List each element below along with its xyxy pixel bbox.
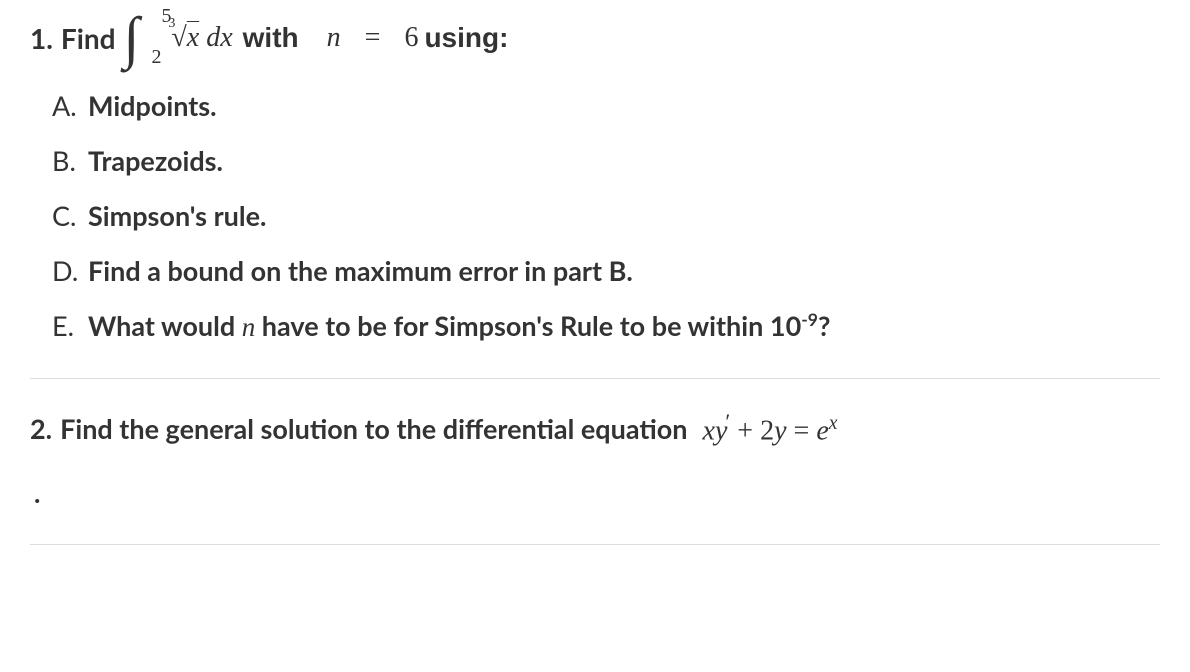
subitem-letter: B. xyxy=(52,144,80,177)
problem-2: 2. Find the general solution to the diff… xyxy=(30,409,1160,447)
divider xyxy=(30,378,1160,379)
subitem-e-prefix: What would xyxy=(88,309,242,342)
eq-y2: y xyxy=(774,416,786,447)
subitem-e-mid: have to be for Simpson's Rule to be with… xyxy=(255,309,801,342)
using-text: using: xyxy=(424,22,508,54)
subitem-e-n: n xyxy=(242,312,256,342)
subitem-letter: D. xyxy=(52,254,80,287)
subitem-text: Midpoints. xyxy=(88,89,217,122)
radicand: x xyxy=(187,22,199,53)
subitem-b: B. Trapezoids. xyxy=(52,144,1160,177)
subitem-a: A. Midpoints. xyxy=(52,89,1160,122)
subitem-letter: A. xyxy=(52,89,80,122)
subitem-text: Trapezoids. xyxy=(88,144,223,177)
eq-exp: x xyxy=(829,413,838,434)
eq-equals: = xyxy=(787,416,817,447)
n-value: 6 xyxy=(404,22,418,54)
problem-2-number: 2. xyxy=(30,412,52,445)
subitem-letter: E. xyxy=(52,309,80,342)
integral-symbol: ∫ xyxy=(124,15,140,61)
cube-root: 3 √x xyxy=(171,22,199,54)
divider-2 xyxy=(30,544,1160,545)
problem-1-number: 1. xyxy=(30,21,53,55)
eq-e: e xyxy=(816,416,828,447)
differential-equation: xy′ + 2y = ex xyxy=(696,409,838,447)
eq-plus: + xyxy=(730,416,760,447)
with-text: with xyxy=(243,22,299,54)
problem-2-text: Find the general solution to the differe… xyxy=(60,412,687,445)
eq-x: x xyxy=(703,416,715,447)
subitem-e-exponent: -9 xyxy=(801,309,818,330)
integral: ∫ 5 2 xyxy=(124,15,140,61)
subitem-text: What would n have to be for Simpson's Ru… xyxy=(88,309,830,343)
bullet-dot: . xyxy=(34,476,1160,509)
problem-1: 1. Find ∫ 5 2 3 √x dx with n = 6 using: … xyxy=(30,15,1160,343)
subitem-c: C. Simpson's rule. xyxy=(52,199,1160,232)
subitem-letter: C. xyxy=(52,199,80,232)
equals-sign: = xyxy=(365,22,381,54)
n-variable: n xyxy=(327,22,341,54)
integral-lower-limit: 2 xyxy=(152,46,162,69)
find-text: Find xyxy=(61,21,116,55)
subitem-d: D. Find a bound on the maximum error in … xyxy=(52,254,1160,287)
subitem-e-suffix: ? xyxy=(818,309,830,342)
integrand: 3 √x dx xyxy=(171,22,232,54)
problem-1-header: 1. Find ∫ 5 2 3 √x dx with n = 6 using: xyxy=(30,15,1160,61)
differential: dx xyxy=(206,22,232,53)
subitem-text: Find a bound on the maximum error in par… xyxy=(88,254,633,287)
subitem-e: E. What would n have to be for Simpson's… xyxy=(52,309,1160,343)
problem-1-subitems: A. Midpoints. B. Trapezoids. C. Simpson'… xyxy=(30,89,1160,343)
root-index: 3 xyxy=(168,16,175,32)
subitem-text: Simpson's rule. xyxy=(88,199,266,232)
eq-coeff: 2 xyxy=(760,416,774,447)
